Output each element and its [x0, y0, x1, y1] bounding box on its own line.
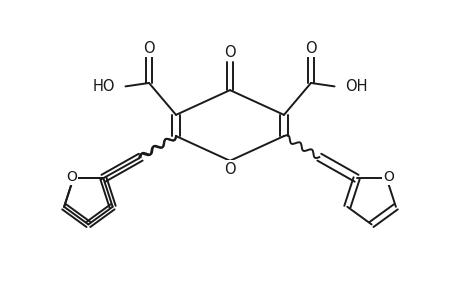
Text: O: O: [382, 170, 393, 184]
Text: O: O: [224, 162, 235, 177]
Text: O: O: [143, 41, 155, 56]
Text: OH: OH: [345, 79, 367, 94]
Text: O: O: [66, 170, 77, 184]
Text: HO: HO: [92, 79, 114, 94]
Text: O: O: [224, 45, 235, 60]
Text: O: O: [304, 41, 316, 56]
